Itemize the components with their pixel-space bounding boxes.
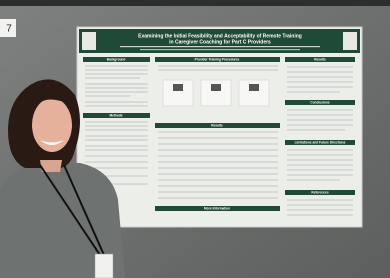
icon xyxy=(173,84,183,91)
section-title: References xyxy=(311,191,328,195)
logo-right xyxy=(343,32,357,50)
affiliation-line xyxy=(140,49,300,50)
top-edge xyxy=(0,0,390,6)
procedure-box xyxy=(163,80,193,106)
section-title: Methods xyxy=(109,114,122,118)
procedure-box xyxy=(239,80,269,106)
photo: 7 Examining the Initial Feasibility and … xyxy=(0,0,390,278)
section-title: Background xyxy=(107,58,126,62)
poster-title: in Caregiver Coaching for Part C Provide… xyxy=(169,39,271,45)
icon xyxy=(249,84,259,91)
section-title: Results xyxy=(314,58,326,62)
section-title: Conclusions xyxy=(310,101,329,105)
poster: Examining the Initial Feasibility and Ac… xyxy=(77,27,362,227)
section-title: Limitations and Future Directions xyxy=(295,141,346,145)
procedure-box xyxy=(201,80,231,106)
section-title: Provider Training Procedures xyxy=(195,58,240,62)
section-title: Results xyxy=(211,124,223,128)
icon xyxy=(211,84,221,91)
section-title: More Information xyxy=(204,207,230,211)
logo-left xyxy=(82,32,96,50)
author-line xyxy=(120,46,320,47)
name-badge xyxy=(95,254,113,278)
sign-text: 7 xyxy=(6,24,12,35)
